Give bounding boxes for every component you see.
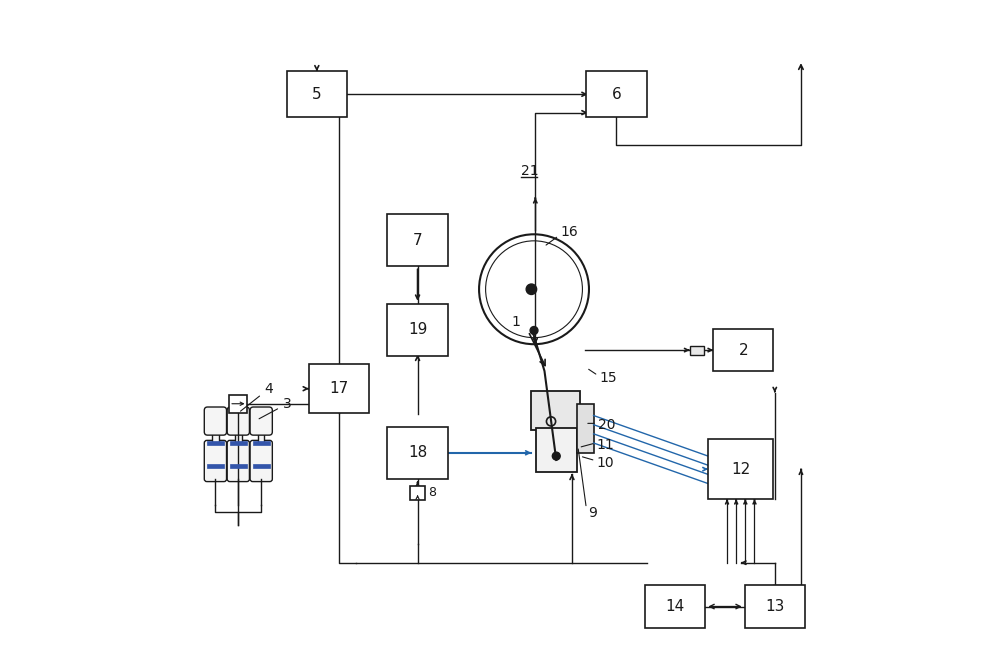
Bar xyxy=(708,439,773,499)
FancyBboxPatch shape xyxy=(250,440,272,482)
Bar xyxy=(207,464,224,468)
Bar xyxy=(387,214,448,266)
Text: 19: 19 xyxy=(408,323,427,337)
Circle shape xyxy=(530,327,538,334)
Bar xyxy=(258,428,264,443)
Bar xyxy=(536,428,577,472)
Text: 9: 9 xyxy=(588,506,597,520)
Text: 2: 2 xyxy=(739,342,748,357)
Bar xyxy=(309,364,369,413)
FancyBboxPatch shape xyxy=(250,407,272,435)
Text: 10: 10 xyxy=(597,455,614,470)
Text: 4: 4 xyxy=(240,382,273,411)
Text: 17: 17 xyxy=(329,381,349,396)
Bar xyxy=(645,585,705,628)
Circle shape xyxy=(552,452,560,460)
FancyBboxPatch shape xyxy=(204,407,227,435)
Bar xyxy=(713,328,773,371)
Text: 13: 13 xyxy=(765,599,784,614)
Bar xyxy=(230,464,247,468)
Bar xyxy=(577,404,594,453)
Bar xyxy=(387,304,448,356)
Bar xyxy=(253,441,270,445)
FancyBboxPatch shape xyxy=(227,407,249,435)
FancyBboxPatch shape xyxy=(227,440,249,482)
Text: 8: 8 xyxy=(428,486,436,499)
Text: 16: 16 xyxy=(560,225,578,238)
Text: 21: 21 xyxy=(521,164,539,179)
Text: 1: 1 xyxy=(511,315,520,329)
Text: 15: 15 xyxy=(599,371,617,384)
Bar xyxy=(207,441,224,445)
Circle shape xyxy=(526,284,537,294)
Text: 20: 20 xyxy=(598,419,616,432)
Bar xyxy=(586,72,647,117)
Text: 14: 14 xyxy=(666,599,685,614)
Text: 7: 7 xyxy=(413,233,422,248)
Text: 5: 5 xyxy=(312,87,322,102)
Bar xyxy=(235,428,242,443)
Bar xyxy=(410,486,425,500)
Text: 6: 6 xyxy=(612,87,621,102)
Bar xyxy=(745,585,805,628)
Bar xyxy=(230,441,247,445)
Bar xyxy=(690,346,704,355)
FancyBboxPatch shape xyxy=(204,440,227,482)
Bar xyxy=(212,428,219,443)
Bar xyxy=(287,72,347,117)
Text: 11: 11 xyxy=(597,438,615,452)
Bar xyxy=(253,464,270,468)
Bar xyxy=(387,426,448,479)
Text: 3: 3 xyxy=(259,397,292,419)
Text: 18: 18 xyxy=(408,445,427,461)
Bar xyxy=(229,395,247,413)
Text: 12: 12 xyxy=(731,462,750,477)
Bar xyxy=(531,391,580,430)
